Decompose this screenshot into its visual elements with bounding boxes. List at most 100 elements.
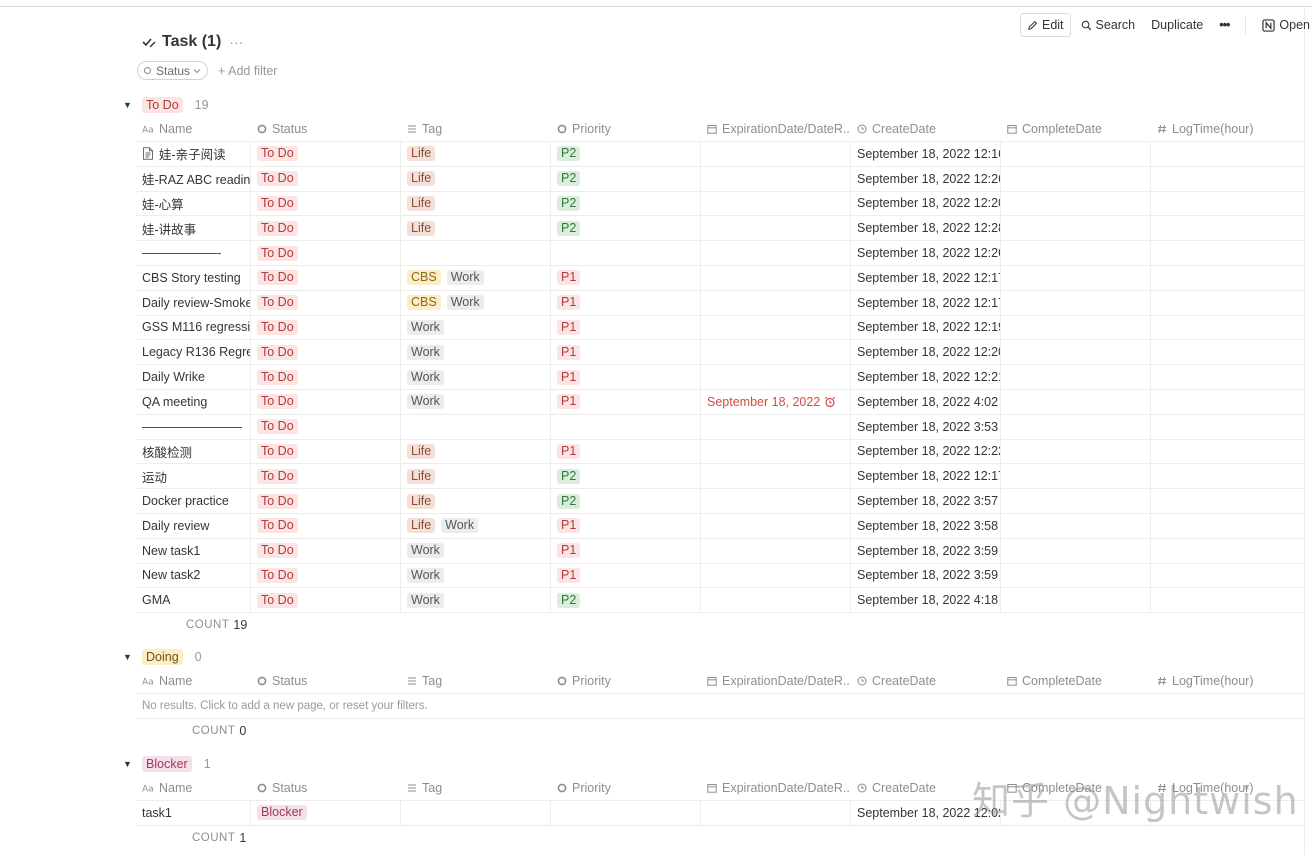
name-cell[interactable]: CBS Story testing <box>136 265 251 290</box>
empty-state-message[interactable]: No results. Click to add a new page, or … <box>136 694 1304 719</box>
priority-cell[interactable]: P1 <box>551 513 701 538</box>
status-cell[interactable]: To Do <box>251 563 401 588</box>
column-header-pri[interactable]: Priority <box>551 122 701 136</box>
collapse-triangle-icon[interactable]: ▼ <box>123 652 132 662</box>
create-date-cell[interactable]: September 18, 2022 12:02 PM <box>851 801 1001 825</box>
group-label[interactable]: Doing <box>142 649 183 665</box>
expiration-date-cell[interactable] <box>701 365 851 389</box>
complete-date-cell[interactable] <box>1001 315 1151 340</box>
complete-date-cell[interactable] <box>1001 265 1151 290</box>
column-header-create[interactable]: CreateDate <box>851 122 1001 136</box>
add-filter-button[interactable]: + Add filter <box>218 63 278 78</box>
tag-cell[interactable]: Life <box>401 191 551 216</box>
table-row[interactable]: New task1 To Do Work P1 September 18, 2022 3… <box>136 538 1304 564</box>
complete-date-cell[interactable] <box>1001 241 1151 265</box>
priority-cell[interactable]: P1 <box>551 538 701 563</box>
open-in-notion-button[interactable]: Open <box>1256 14 1312 36</box>
priority-cell[interactable]: P2 <box>551 464 701 489</box>
create-date-cell[interactable]: September 18, 2022 12:22 PM <box>851 439 1001 464</box>
logtime-cell[interactable] <box>1151 489 1304 513</box>
expiration-date-cell[interactable] <box>701 489 851 513</box>
complete-date-cell[interactable] <box>1001 464 1151 489</box>
complete-date-cell[interactable] <box>1001 414 1151 439</box>
complete-date-cell[interactable] <box>1001 340 1151 365</box>
logtime-cell[interactable] <box>1151 588 1304 612</box>
table-row[interactable]: 核酸检测 To Do Life P1 September 18, 2022 12:22 … <box>136 439 1304 465</box>
name-cell[interactable]: New task2 <box>136 563 251 588</box>
complete-date-cell[interactable] <box>1001 365 1151 389</box>
create-date-cell[interactable]: September 18, 2022 4:18 PM <box>851 588 1001 613</box>
column-header-tag[interactable]: Tag <box>401 781 551 795</box>
name-cell[interactable]: GMA <box>136 588 251 613</box>
logtime-cell[interactable] <box>1151 266 1304 290</box>
priority-cell[interactable] <box>551 241 701 265</box>
column-header-name[interactable]: Aa Name <box>136 122 251 136</box>
name-cell[interactable]: 娃-心算 <box>136 191 251 216</box>
priority-cell[interactable]: P2 <box>551 216 701 241</box>
tag-cell[interactable]: Work <box>401 563 551 588</box>
complete-date-cell[interactable] <box>1001 166 1151 191</box>
column-header-comp[interactable]: CompleteDate <box>1001 122 1151 136</box>
more-options-button[interactable]: ••• <box>1213 14 1235 36</box>
status-cell[interactable]: To Do <box>251 142 401 166</box>
logtime-cell[interactable] <box>1151 291 1304 315</box>
create-date-cell[interactable]: September 18, 2022 12:26 PM <box>851 166 1001 191</box>
create-date-cell[interactable]: September 18, 2022 3:59 PM <box>851 538 1001 563</box>
tag-cell[interactable]: CBS Work <box>401 265 551 290</box>
logtime-cell[interactable] <box>1151 340 1304 364</box>
expiration-date-cell[interactable] <box>701 265 851 290</box>
column-header-status[interactable]: Status <box>251 781 401 795</box>
name-cell[interactable]: 运动 <box>136 464 251 489</box>
name-cell[interactable]: New task1 <box>136 538 251 563</box>
table-row[interactable]: New task2 To Do Work P1 September 18, 2022 3… <box>136 563 1304 589</box>
priority-cell[interactable]: P2 <box>551 166 701 191</box>
table-row[interactable]: 运动 To Do Life P2 September 18, 2022 12:17 PM <box>136 464 1304 490</box>
expiration-date-cell[interactable] <box>701 513 851 538</box>
table-row[interactable]: Daily review-Smoke To Do CBS Work P1 Septembe… <box>136 290 1304 316</box>
database-title[interactable]: Task (1) ··· <box>142 33 243 51</box>
collapse-triangle-icon[interactable]: ▼ <box>123 759 132 769</box>
name-cell[interactable]: Legacy R136 Regression <box>136 340 251 365</box>
logtime-cell[interactable] <box>1151 514 1304 538</box>
table-row[interactable]: 娃-亲子阅读 To Do Life P2 September 18, 2022 12:1… <box>136 142 1304 167</box>
table-row[interactable]: Docker practice To Do Life P2 September 18, … <box>136 489 1304 514</box>
status-cell[interactable]: To Do <box>251 340 401 365</box>
expiration-date-cell[interactable] <box>701 166 851 191</box>
priority-cell[interactable] <box>551 801 701 825</box>
tag-cell[interactable]: Life <box>401 489 551 513</box>
status-cell[interactable]: To Do <box>251 241 401 265</box>
create-date-cell[interactable]: September 18, 2022 12:17 PM <box>851 464 1001 489</box>
search-button[interactable]: Search <box>1075 14 1142 36</box>
expiration-date-cell[interactable] <box>701 191 851 216</box>
logtime-cell[interactable] <box>1151 216 1304 240</box>
logtime-cell[interactable] <box>1151 464 1304 488</box>
column-header-create[interactable]: CreateDate <box>851 781 1001 795</box>
name-cell[interactable]: QA meeting <box>136 389 251 414</box>
status-cell[interactable]: To Do <box>251 265 401 290</box>
create-date-cell[interactable]: September 18, 2022 12:17 PM <box>851 265 1001 290</box>
status-cell[interactable]: To Do <box>251 166 401 191</box>
expiration-date-cell[interactable] <box>701 142 851 166</box>
name-cell[interactable]: 核酸检测 <box>136 439 251 464</box>
logtime-cell[interactable] <box>1151 316 1304 340</box>
tag-cell[interactable]: Life <box>401 166 551 191</box>
complete-date-cell[interactable] <box>1001 290 1151 315</box>
status-cell[interactable]: Blocker <box>251 801 401 825</box>
logtime-cell[interactable] <box>1151 365 1304 389</box>
column-header-exp[interactable]: ExpirationDate/DateR... <box>701 674 851 688</box>
create-date-cell[interactable]: September 18, 2022 12:16 PM <box>851 142 1001 166</box>
tag-cell[interactable]: Life Work <box>401 513 551 538</box>
create-date-cell[interactable]: September 18, 2022 12:20 PM <box>851 340 1001 365</box>
status-cell[interactable]: To Do <box>251 216 401 241</box>
priority-cell[interactable]: P2 <box>551 588 701 613</box>
status-cell[interactable]: To Do <box>251 439 401 464</box>
complete-date-cell[interactable] <box>1001 142 1151 166</box>
column-header-log[interactable]: LogTime(hour) <box>1151 674 1304 688</box>
tag-cell[interactable]: Life <box>401 216 551 241</box>
name-cell[interactable]: ——————- <box>136 241 251 265</box>
priority-cell[interactable]: P2 <box>551 489 701 513</box>
table-row[interactable]: 娃-心算 To Do Life P2 September 18, 2022 12:20 … <box>136 191 1304 217</box>
table-row[interactable]: task1 Blocker September 18, 2022 12:02 PM <box>136 801 1304 826</box>
table-row[interactable]: GSS M116 regression To Do Work P1 September … <box>136 315 1304 341</box>
logtime-cell[interactable] <box>1151 390 1304 414</box>
